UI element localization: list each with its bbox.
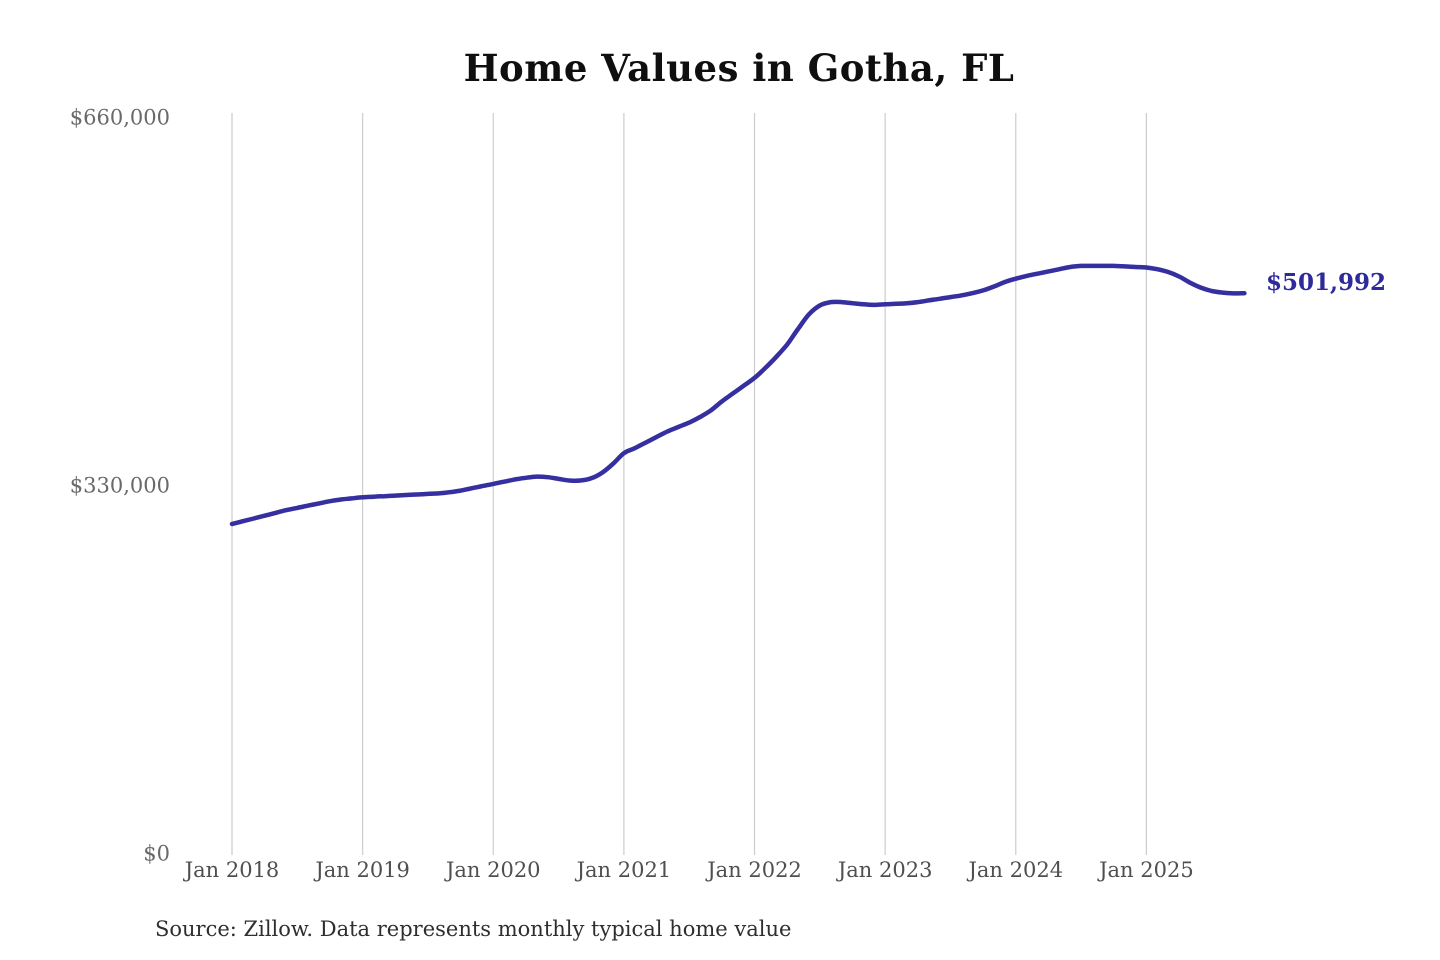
x-axis-tick-label: Jan 2020 — [444, 858, 541, 882]
x-axis-tick-label: Jan 2018 — [183, 858, 280, 882]
x-axis-tick-labels: Jan 2018 Jan 2019 Jan 2020 Jan 2021 Jan 2022… — [183, 858, 1194, 882]
x-axis-tick-label: Jan 2021 — [575, 858, 672, 882]
x-axis-tick-label: Jan 2023 — [836, 858, 933, 882]
x-axis-tick-label: Jan 2025 — [1097, 858, 1194, 882]
latest-value-label: $501,992 — [1266, 269, 1387, 296]
y-axis-tick-label: $660,000 — [70, 106, 170, 130]
y-axis-tick-labels: $0 $330,000 $660,000 — [70, 106, 170, 866]
source-note: Source: Zillow. Data represents monthly … — [155, 917, 792, 941]
x-axis-tick-label: Jan 2019 — [313, 858, 410, 882]
home-value-line — [229, 263, 1247, 527]
y-axis-tick-label: $330,000 — [70, 474, 170, 498]
x-axis-tick-label: Jan 2022 — [705, 858, 802, 882]
x-axis-tick-label: Jan 2024 — [966, 858, 1063, 882]
gridlines-group — [231, 113, 1148, 855]
chart-title: Home Values in Gotha, FL — [463, 46, 1015, 90]
y-axis-tick-label: $0 — [143, 842, 170, 866]
